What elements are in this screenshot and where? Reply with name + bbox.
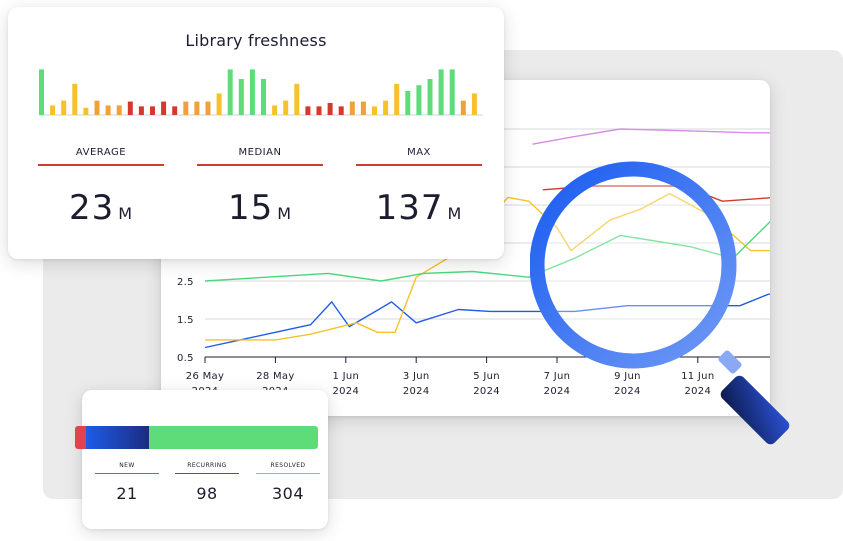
- freshness-bar: [416, 85, 422, 115]
- x-tick-label: 7 Jun: [544, 371, 571, 382]
- freshness-bar: [449, 69, 455, 115]
- resolved-segment: [149, 426, 318, 449]
- freshness-bar: [338, 106, 344, 115]
- freshness-bar: [261, 79, 266, 115]
- freshness-bar: [360, 101, 366, 115]
- freshness-bar: [394, 83, 400, 115]
- stat-label: RESOLVED: [256, 462, 320, 474]
- y-tick-label: 1.5: [177, 315, 194, 326]
- freshness-bar: [150, 106, 155, 115]
- stat-value: 21: [116, 484, 138, 503]
- freshness-bar: [427, 79, 433, 115]
- freshness-bar: [238, 79, 244, 115]
- freshness-bar: [438, 69, 444, 115]
- x-tick-label: 3 Jun: [403, 371, 430, 382]
- freshness-bar: [94, 100, 100, 115]
- stat-label: AVERAGE: [38, 147, 164, 166]
- x-tick-year: 2024: [544, 386, 571, 397]
- freshness-bar: [249, 69, 255, 115]
- stat-value: 137 M: [375, 188, 463, 228]
- recurring-segment: [86, 426, 149, 449]
- freshness-bar: [83, 107, 89, 115]
- freshness-bar: [327, 103, 333, 115]
- x-tick-label: 26 May: [186, 371, 224, 382]
- freshness-bar: [172, 106, 178, 115]
- y-tick-label: 0.5: [177, 353, 194, 364]
- stat-median: MEDIAN 15 M: [197, 147, 323, 228]
- x-tick-label: 9 Jun: [614, 371, 641, 382]
- library-freshness-card: Library freshness AVERAGE 23 M MEDIAN 15 M…: [8, 7, 504, 259]
- y-tick-label: 2.5: [177, 277, 194, 288]
- stat-label: NEW: [95, 462, 159, 474]
- freshness-bar: [216, 93, 222, 115]
- stat-average: AVERAGE 23 M: [38, 147, 164, 228]
- stat-value: 98: [196, 484, 218, 503]
- freshness-bar: [72, 83, 78, 115]
- stat-label: MEDIAN: [197, 147, 323, 166]
- x-tick-label: 1 Jun: [332, 371, 359, 382]
- freshness-bar-chart: [39, 69, 483, 116]
- x-tick-year: 2024: [614, 386, 641, 397]
- freshness-bar: [116, 105, 122, 115]
- stat-recurring: RECURRING 98: [175, 462, 239, 503]
- stat-max: MAX 137 M: [356, 147, 482, 228]
- freshness-bar: [460, 100, 466, 115]
- freshness-bar: [272, 105, 278, 115]
- stat-label: MAX: [356, 147, 482, 166]
- issues-stacked-bar: [75, 426, 318, 449]
- new-segment: [75, 426, 86, 449]
- series-line: [532, 128, 770, 145]
- freshness-bar: [127, 101, 133, 115]
- freshness-bar: [227, 69, 233, 115]
- freshness-bar: [61, 100, 67, 115]
- freshness-bar: [471, 93, 477, 115]
- stat-new: NEW 21: [95, 462, 159, 503]
- freshness-bar: [405, 91, 411, 115]
- freshness-bar: [283, 100, 289, 115]
- stat-value: 23 M: [68, 188, 134, 228]
- freshness-bar: [294, 83, 300, 115]
- stat-value: 15 M: [227, 188, 293, 228]
- y-axis-ticks: 0.5 1.5 2.5: [177, 277, 194, 364]
- x-tick-year: 2024: [403, 386, 430, 397]
- x-tick-label: 5 Jun: [473, 371, 500, 382]
- stat-value: 304: [271, 484, 305, 503]
- freshness-bar: [183, 101, 189, 115]
- x-tick-year: 2024: [332, 386, 359, 397]
- freshness-bar: [316, 106, 322, 115]
- stat-label: RECURRING: [175, 462, 239, 474]
- stat-resolved: RESOLVED 304: [256, 462, 320, 503]
- freshness-bar: [305, 106, 311, 115]
- issues-summary-card: NEW 21 RECURRING 98 RESOLVED 304: [75, 390, 328, 529]
- freshness-bar: [50, 105, 56, 115]
- freshness-bar: [205, 101, 211, 115]
- series-line: [542, 185, 770, 202]
- freshness-bar: [161, 101, 167, 115]
- freshness-bar: [383, 100, 389, 115]
- freshness-bar: [349, 101, 355, 115]
- freshness-bar: [105, 105, 111, 115]
- freshness-bar: [372, 106, 377, 115]
- x-tick-label: 11 Jun: [681, 371, 714, 382]
- x-tick-year: 2024: [684, 386, 711, 397]
- freshness-bar: [138, 106, 144, 115]
- freshness-bar: [39, 69, 44, 115]
- x-tick-label: 28 May: [256, 371, 294, 382]
- card-title: Library freshness: [185, 31, 327, 50]
- x-tick-year: 2024: [473, 386, 500, 397]
- freshness-bar: [194, 101, 200, 115]
